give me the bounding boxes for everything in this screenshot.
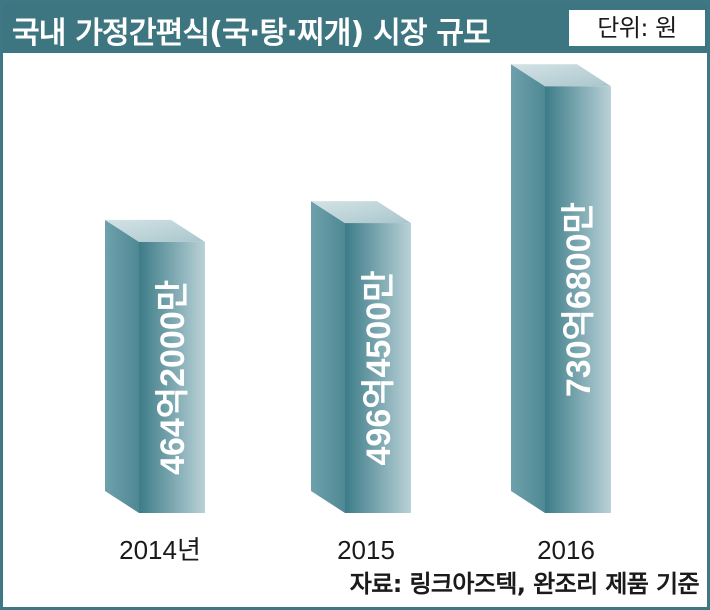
bar-value-label: 496억4500만 <box>360 271 398 466</box>
bar <box>545 86 611 513</box>
bar-top-face <box>105 219 205 242</box>
bars-layer <box>105 64 611 514</box>
labels-layer: 464억2000만 2014년 496억4500만 2015 730억6800만 2016 <box>119 202 598 565</box>
bar-chart: 464억2000만 2014년 496억4500만 2015 730억6800만 2016 <box>105 64 611 565</box>
bar <box>139 241 205 513</box>
bar-value-label: 464억2000만 <box>154 280 192 475</box>
bar-value-label: 730억6800만 <box>560 202 598 397</box>
x-axis-label: 2015 <box>337 535 395 565</box>
bar-side-face <box>311 201 345 514</box>
unit-label: 단위: 원 <box>569 10 705 46</box>
bar-side-face <box>105 219 139 513</box>
bar-top-face <box>311 201 411 224</box>
chart-header: 국내 가정간편식(국·탕·찌개) 시장 규모 단위: 원 <box>3 3 707 53</box>
x-axis-label: 2016 <box>537 535 595 565</box>
bar <box>345 223 411 514</box>
bar-top-face <box>511 64 611 87</box>
x-axis-label: 2014년 <box>119 535 201 565</box>
bar-side-face <box>511 64 545 513</box>
chart-title: 국내 가정간편식(국·탕·찌개) 시장 규모 <box>12 16 491 51</box>
source-note: 자료: 링크아즈텍, 완조리 제품 기준 <box>349 570 700 598</box>
